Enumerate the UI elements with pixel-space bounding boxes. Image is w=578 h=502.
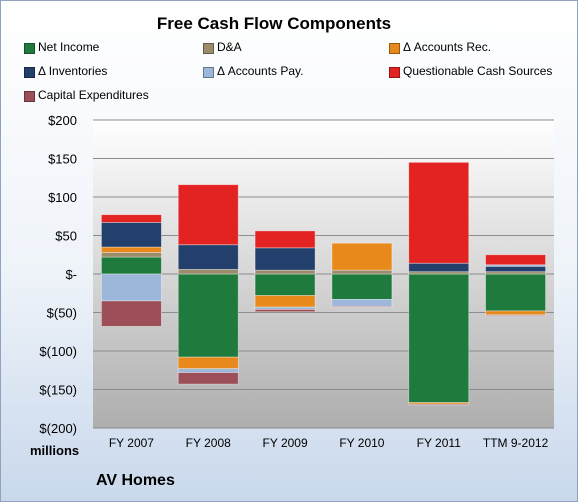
legend-swatch-questionable-cash-sources (389, 67, 400, 78)
y-tick-label: $200 (48, 113, 77, 128)
bar-segment (485, 310, 546, 316)
legend-swatch-capital-expenditures (24, 91, 35, 102)
x-tick-label: FY 2009 (263, 436, 308, 450)
y-tick-label: $- (65, 267, 77, 282)
bar-segment (177, 368, 239, 373)
legend-swatch-accounts-rec (389, 43, 400, 54)
bar-segment (254, 306, 316, 310)
legend: Net Income D&A Δ Accounts Rec. Δ Invento… (0, 36, 578, 106)
bar-segment (331, 305, 393, 308)
bar-segment (101, 246, 162, 253)
legend-label-net-income: Net Income (38, 40, 100, 54)
bar-segment (331, 299, 393, 307)
bar-segment (177, 184, 239, 246)
bar-segment (485, 265, 546, 273)
y-tick-label: $100 (48, 190, 77, 205)
bar-segment (408, 403, 470, 406)
legend-label-d-and-a: D&A (217, 40, 242, 54)
bar-segment (254, 247, 316, 271)
legend-swatch-net-income (24, 43, 35, 54)
x-tick-label: FY 2007 (109, 436, 154, 450)
bar-segment (331, 269, 393, 275)
bar-segment (177, 244, 239, 270)
bar-segment (485, 314, 546, 316)
legend-label-inventories: Δ Inventories (38, 64, 108, 78)
bar-segment (254, 269, 316, 275)
bar-segment (331, 273, 393, 300)
bar-segment (254, 309, 316, 313)
y-tick-label: $(100) (39, 344, 77, 359)
y-tick-label: $(50) (47, 306, 77, 321)
legend-label-accounts-pay: Δ Accounts Pay. (217, 64, 304, 78)
bar-segment (254, 273, 316, 296)
bar-segment (254, 295, 316, 308)
y-tick-label: $50 (55, 229, 77, 244)
bar-segment (408, 161, 470, 264)
bar-segment (101, 300, 162, 327)
bar-segment (331, 242, 393, 271)
bar-segment (177, 268, 239, 275)
y-tick-label: $150 (48, 152, 77, 167)
x-tick-label: TTM 9-2012 (483, 436, 549, 450)
bar-segment (177, 273, 239, 358)
y-tick-label: $(150) (39, 383, 77, 398)
bar-segment (485, 254, 546, 266)
legend-label-accounts-rec: Δ Accounts Rec. (403, 40, 492, 54)
x-tick-label: FY 2011 (417, 436, 462, 450)
units-label: millions (30, 443, 80, 458)
bar-segment (177, 372, 239, 385)
bar-segment (101, 256, 162, 275)
company-name: AV Homes (96, 472, 175, 489)
bar-segment (177, 356, 239, 370)
legend-swatch-accounts-pay (203, 67, 214, 78)
bar-segment (254, 230, 316, 249)
legend-swatch-d-and-a (203, 43, 214, 54)
legend-swatch-inventories (24, 67, 35, 78)
bar-segment (101, 214, 162, 223)
bar-segment (101, 252, 162, 258)
bar-segment (485, 273, 546, 312)
bar-segment (408, 262, 470, 273)
x-tick-label: FY 2010 (339, 436, 384, 450)
legend-label-capital-expenditures: Capital Expenditures (38, 88, 149, 102)
bar-segment (101, 273, 162, 302)
x-tick-label: FY 2008 (186, 436, 231, 450)
y-tick-label: $(200) (39, 421, 77, 436)
bar-segment (408, 273, 470, 403)
legend-label-questionable-cash-sources: Questionable Cash Sources (403, 64, 553, 78)
chart-title: Free Cash Flow Components (156, 14, 392, 33)
bar-segment (101, 222, 162, 248)
